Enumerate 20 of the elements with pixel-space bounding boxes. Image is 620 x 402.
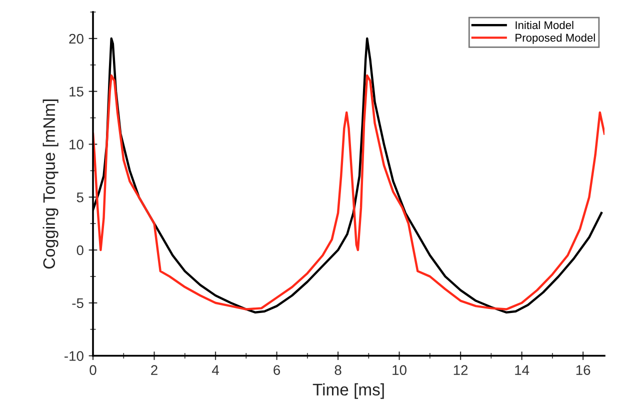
y-tick-label: 20 [69, 34, 84, 44]
x-tick-label: 6 [274, 365, 280, 375]
y-tick-label: 10 [70, 140, 84, 150]
x-tick-label: 4 [212, 365, 219, 375]
x-tick-label: 16 [576, 365, 590, 375]
legend-label: Initial Model [516, 20, 574, 30]
x-tick-label: 0 [90, 365, 96, 375]
x-tick-label: 8 [334, 365, 342, 375]
y-tick-label: 0 [76, 245, 84, 256]
x-tick-label: 14 [515, 365, 530, 375]
y-tick-label: -10 [64, 351, 84, 361]
x-axis-title: Time [ms] [312, 383, 384, 399]
y-tick-label: -5 [72, 298, 84, 308]
y-tick-label: 15 [70, 86, 84, 97]
x-tick-label: 10 [392, 365, 406, 375]
x-tick-label: 2 [151, 365, 158, 375]
y-axis-title: Cogging Torque [mNm] [42, 100, 58, 269]
y-tick-label: 5 [76, 192, 84, 202]
x-tick-label: 12 [454, 365, 468, 375]
legend-label: Proposed Model [516, 34, 595, 44]
